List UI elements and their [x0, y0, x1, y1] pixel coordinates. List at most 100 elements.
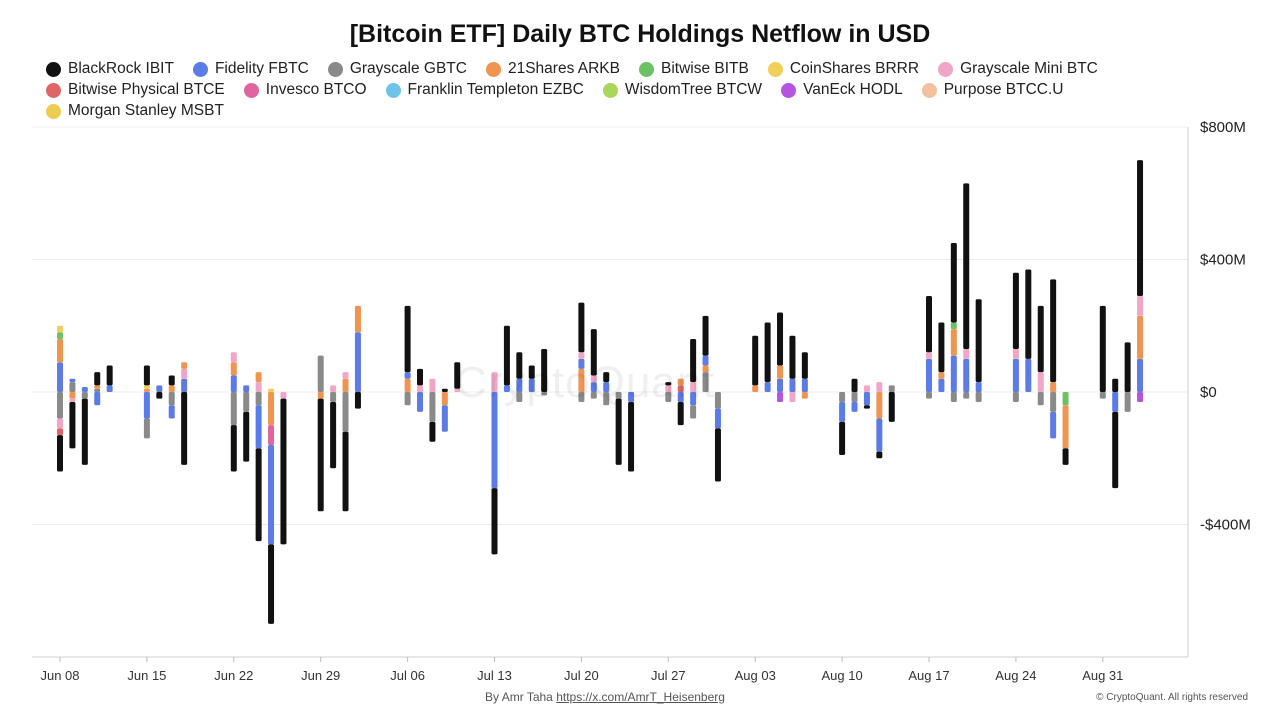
bar-segment-fbtc	[503, 385, 510, 392]
x-tick-label: Jul 27	[651, 668, 686, 683]
bar-segment-ibit	[1025, 269, 1032, 359]
bar-segment-mini	[926, 352, 932, 359]
bar-segment-fbtc	[963, 358, 970, 392]
bar-segment-ibit	[950, 242, 957, 323]
legend-item-arkb[interactable]: 21Shares ARKB	[485, 60, 620, 78]
bar-segment-bitb	[57, 332, 63, 339]
legend-item-btco[interactable]: Invesco BTCO	[243, 81, 367, 99]
bar-segment-arkb	[181, 362, 188, 369]
bar-segment-ibit	[888, 392, 895, 422]
x-tick-label: Jul 13	[477, 668, 512, 683]
legend-item-ibit[interactable]: BlackRock IBIT	[46, 60, 174, 78]
bar-segment-ibit	[863, 405, 870, 409]
bar-segment-fbtc	[156, 385, 163, 392]
legend-item-btce[interactable]: Bitwise Physical BTCE	[46, 81, 225, 99]
x-tick-label: Aug 17	[908, 668, 949, 683]
legend-item-fbtc[interactable]: Fidelity FBTC	[192, 60, 309, 78]
bar-segment-fbtc	[801, 378, 808, 392]
bar-segment-ibit	[876, 451, 883, 459]
bar-segment-ibit	[1112, 378, 1119, 392]
bar-segment-arkb	[69, 392, 76, 399]
legend-item-gbtc[interactable]: Grayscale GBTC	[327, 60, 467, 78]
bar-segment-ibit	[628, 401, 635, 472]
legend-item-msbt[interactable]: Morgan Stanley MSBT	[46, 102, 224, 120]
bar-segment-ibit	[143, 365, 150, 386]
bar-segment-ibit	[578, 302, 585, 353]
bar-segment-gbtc	[590, 392, 597, 399]
bar-segment-fbtc	[839, 401, 846, 422]
x-tick-label: Aug 31	[1082, 668, 1123, 683]
bar-segment-ibit	[243, 411, 250, 462]
bar-segment-fbtc	[1050, 411, 1057, 439]
x-tick-label: Jun 22	[214, 668, 253, 683]
bar-segment-arkb	[578, 368, 585, 392]
bar-segment-gbtc	[81, 392, 88, 399]
bar-segment-mini	[1037, 372, 1044, 392]
legend-item-brrr[interactable]: CoinShares BRRR	[767, 60, 920, 78]
legend-item-hodl[interactable]: VanEck HODL	[781, 81, 903, 99]
bar-segment-arkb	[752, 385, 759, 392]
bar-segment-mini	[429, 378, 436, 392]
bar-segment-ibit	[1050, 279, 1057, 383]
bar-segment-fbtc	[243, 385, 250, 392]
bar-segment-gbtc	[1124, 392, 1131, 412]
bar-segment-gbtc	[404, 392, 411, 406]
bar-segment-mini	[181, 368, 188, 379]
legend-label: Bitwise Physical BTCE	[68, 81, 225, 98]
copyright-notice: © CryptoQuant. All rights reserved	[1096, 692, 1248, 703]
bar-segment-ibit	[752, 335, 759, 386]
bar-segment-gbtc	[615, 392, 622, 399]
bar-segment-ibit	[789, 335, 796, 379]
bar-segment-fbtc	[57, 362, 63, 392]
bar-segment-ibit	[851, 378, 858, 392]
bar-segment-ibit	[491, 488, 498, 555]
bar-segment-fbtc	[491, 392, 498, 489]
author-link[interactable]: https://x.com/AmrT_Heisenberg	[556, 690, 725, 704]
legend-item-btcc[interactable]: Purpose BTCC.U	[921, 81, 1064, 99]
bar-segment-gbtc	[243, 392, 250, 412]
bar-segment-ibit	[342, 431, 349, 512]
legend-item-bitb[interactable]: Bitwise BITB	[638, 60, 749, 78]
legend-label: Purpose BTCC.U	[943, 81, 1064, 98]
legend-label: CoinShares BRRR	[789, 60, 920, 77]
bar-segment-ibit	[454, 362, 461, 389]
bar-segment-fbtc	[516, 378, 523, 392]
bar-segment-arkb	[255, 372, 262, 383]
legend-item-btcw[interactable]: WisdomTree BTCW	[602, 81, 762, 99]
bar-segment-mini	[69, 398, 76, 402]
bar-segment-fbtc	[863, 392, 870, 406]
bar-segment-ibit	[1137, 160, 1144, 296]
bar-segment-arkb	[317, 392, 324, 399]
bar-segment-mini	[789, 392, 796, 402]
chart-legend: BlackRock IBIT Fidelity FBTC Grayscale GBT…	[46, 60, 1256, 120]
bar-segment-gbtc	[255, 392, 262, 406]
bar-segment-gbtc	[230, 392, 237, 426]
bar-segment-ibit	[168, 375, 175, 386]
bar-segment-fbtc	[1112, 392, 1119, 412]
bar-segment-ibit	[429, 421, 436, 442]
bar-segment-ibit	[677, 401, 684, 426]
bar-segment-gbtc	[690, 405, 697, 419]
bar-segment-mini	[1137, 295, 1144, 316]
bar-segment-btco	[268, 425, 275, 445]
bar-segment-btce	[57, 428, 63, 436]
legend-dot-icon	[243, 82, 259, 98]
x-tick-label: Jun 15	[127, 668, 166, 683]
legend-label: Grayscale Mini BTC	[960, 60, 1098, 77]
bar-segment-gbtc	[317, 355, 324, 392]
legend-item-ezbc[interactable]: Franklin Templeton EZBC	[385, 81, 584, 99]
bar-segment-ibit	[603, 372, 610, 383]
legend-item-mini[interactable]: Grayscale Mini BTC	[938, 60, 1098, 78]
bar-segment-fbtc	[926, 358, 932, 392]
legend-dot-icon	[781, 82, 797, 98]
legend-label: VanEck HODL	[803, 81, 903, 98]
legend-dot-icon	[192, 61, 208, 77]
bar-segment-arkb	[168, 385, 175, 392]
bar-segment-fbtc	[677, 392, 684, 402]
legend-label: Franklin Templeton EZBC	[407, 81, 584, 98]
legend-label: Invesco BTCO	[265, 81, 367, 98]
bar-segment-arkb	[1062, 405, 1069, 449]
bar-segment-gbtc	[851, 392, 858, 402]
bar-segment-fbtc	[938, 378, 945, 392]
legend-label: Grayscale GBTC	[349, 60, 467, 77]
